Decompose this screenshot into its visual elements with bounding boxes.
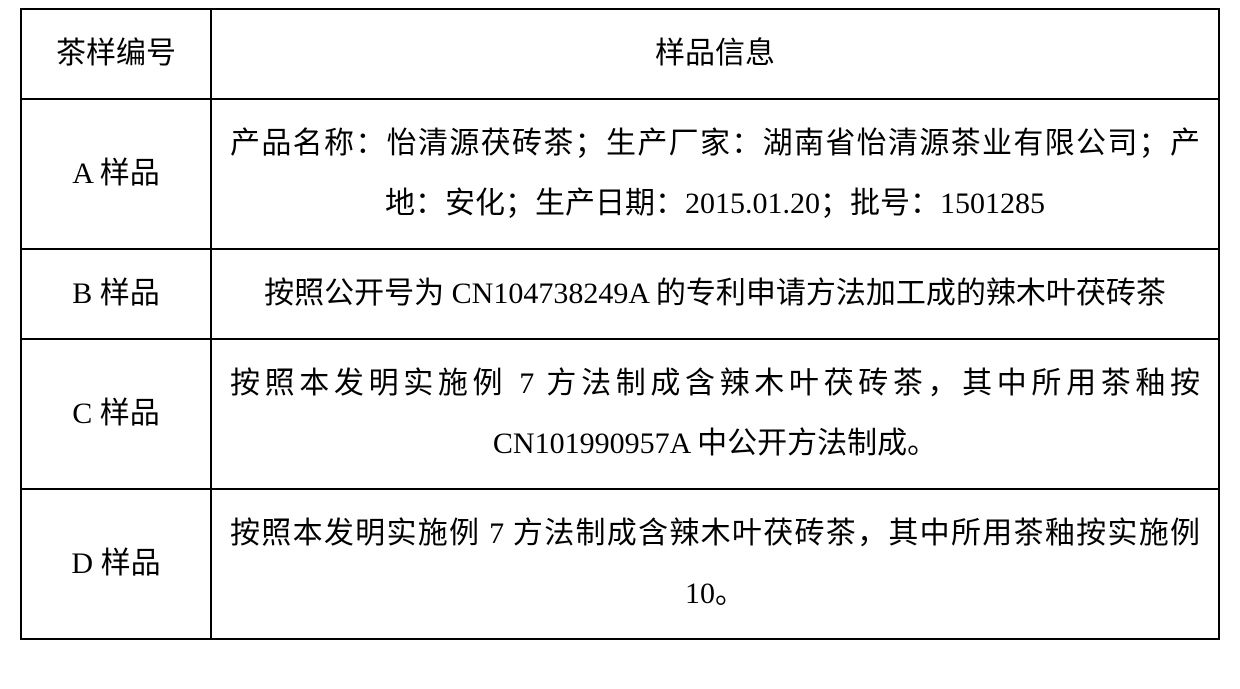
header-sample-id: 茶样编号 (21, 9, 211, 99)
table-header-row: 茶样编号 样品信息 (21, 9, 1219, 99)
table-row: B 样品 按照公开号为 CN104738249A 的专利申请方法加工成的辣木叶茯… (21, 249, 1219, 339)
tea-sample-table: 茶样编号 样品信息 A 样品 产品名称：怡清源茯砖茶；生产厂家：湖南省怡清源茶业… (20, 8, 1220, 640)
header-sample-info: 样品信息 (211, 9, 1219, 99)
table-row: C 样品 按照本发明实施例 7 方法制成含辣木叶茯砖茶，其中所用茶釉按CN101… (21, 339, 1219, 489)
sample-id-cell: A 样品 (21, 99, 211, 249)
sample-info-cell: 产品名称：怡清源茯砖茶；生产厂家：湖南省怡清源茶业有限公司；产地：安化；生产日期… (211, 99, 1219, 249)
sample-id-cell: C 样品 (21, 339, 211, 489)
sample-id-cell: B 样品 (21, 249, 211, 339)
sample-id-cell: D 样品 (21, 489, 211, 639)
table-row: A 样品 产品名称：怡清源茯砖茶；生产厂家：湖南省怡清源茶业有限公司；产地：安化… (21, 99, 1219, 249)
table-row: D 样品 按照本发明实施例 7 方法制成含辣木叶茯砖茶，其中所用茶釉按实施例 1… (21, 489, 1219, 639)
sample-info-cell: 按照公开号为 CN104738249A 的专利申请方法加工成的辣木叶茯砖茶 (211, 249, 1219, 339)
sample-info-cell: 按照本发明实施例 7 方法制成含辣木叶茯砖茶，其中所用茶釉按CN10199095… (211, 339, 1219, 489)
sample-info-cell: 按照本发明实施例 7 方法制成含辣木叶茯砖茶，其中所用茶釉按实施例 10。 (211, 489, 1219, 639)
